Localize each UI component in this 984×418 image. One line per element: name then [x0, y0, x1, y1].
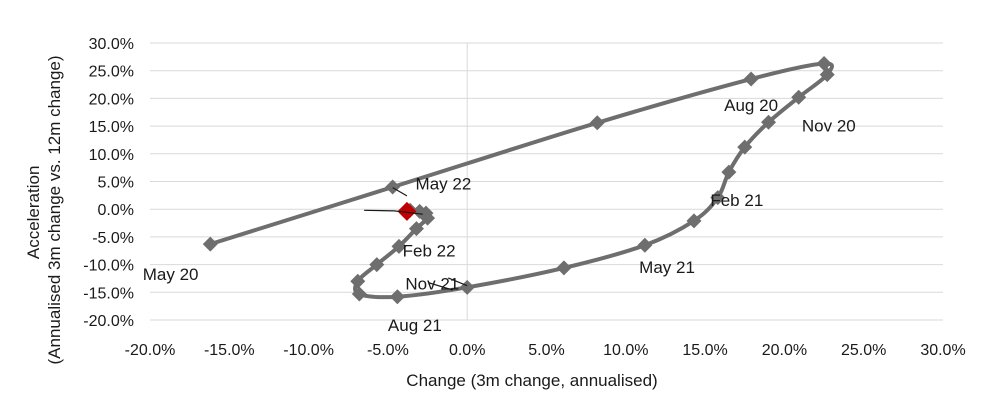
series-lines [209, 61, 834, 300]
data-point-marker [816, 55, 832, 71]
x-tick-label: 10.0% [603, 342, 648, 359]
y-tick-label: -5.0% [92, 230, 134, 247]
data-point-marker [556, 260, 572, 276]
x-axis-label: Change (3m change, annualised) [406, 371, 657, 390]
series-markers [202, 55, 835, 305]
data-point-marker [369, 257, 385, 273]
annotation-label: Feb 21 [710, 191, 763, 210]
y-tick-label: 5.0% [98, 175, 134, 192]
tick-labels: -20.0% -15.0% -10.0% -5.0% 0.0% 5.0% 10.0% 15.0… [83, 36, 965, 359]
y-tick-label: 10.0% [89, 147, 134, 164]
y-tick-label: 25.0% [89, 64, 134, 81]
annotation-leader-line [364, 209, 423, 215]
annotation-label: May 20 [143, 265, 199, 284]
y-tick-label: 15.0% [89, 119, 134, 136]
data-point-marker [791, 89, 807, 105]
y-tick-label: 20.0% [89, 91, 134, 108]
data-point-marker [589, 115, 605, 131]
data-point-marker [385, 179, 401, 195]
y-axis-label-line-1: Acceleration [24, 166, 43, 260]
series-line [209, 61, 834, 300]
annotation-leader-line [447, 277, 468, 287]
latest-point-marker [397, 201, 417, 221]
annotation-label: Aug 20 [724, 96, 778, 115]
x-tick-label: -10.0% [283, 342, 334, 359]
y-tick-label: 0.0% [98, 202, 134, 219]
y-tick-label: -15.0% [83, 285, 134, 302]
data-point-marker [710, 190, 726, 206]
x-tick-label: 15.0% [682, 342, 727, 359]
data-point-marker [351, 286, 367, 302]
x-tick-label: 30.0% [920, 342, 965, 359]
x-tick-label: 20.0% [762, 342, 807, 359]
y-tick-label: -20.0% [83, 313, 134, 330]
annotation-label: Aug 21 [388, 316, 442, 335]
x-tick-label: -15.0% [204, 342, 255, 359]
data-point-marker [637, 237, 653, 253]
y-axis-label: Acceleration (Annualised 3m change vs. 1… [24, 55, 64, 364]
x-tick-label: -5.0% [367, 342, 409, 359]
data-point-marker [412, 203, 428, 219]
annotation-label: Nov 20 [802, 117, 856, 136]
data-point-marker [686, 213, 702, 229]
data-point-marker [819, 67, 835, 83]
y-tick-label: -10.0% [83, 258, 134, 275]
annotation-label: May 21 [639, 258, 695, 277]
x-tick-label: -20.0% [125, 342, 176, 359]
annotation-label: Feb 22 [403, 241, 456, 260]
y-tick-label: 30.0% [89, 36, 134, 53]
annotation-leader-line [428, 282, 454, 291]
data-point-marker [721, 164, 737, 180]
data-point-marker [202, 236, 218, 252]
gridlines [150, 42, 943, 321]
x-tick-label: 0.0% [449, 342, 485, 359]
data-point-marker [743, 71, 759, 87]
data-point-marker [737, 139, 753, 155]
annotation-label: May 22 [416, 174, 472, 193]
x-tick-label: 25.0% [841, 342, 886, 359]
x-tick-label: 5.0% [528, 342, 564, 359]
data-point-marker [761, 114, 777, 130]
data-point-marker [389, 289, 405, 305]
data-point-marker [408, 221, 424, 237]
data-point-marker [391, 238, 407, 254]
annotation-leader-line [392, 187, 408, 197]
data-point-marker [350, 273, 366, 289]
y-axis-label-line-2: (Annualised 3m change vs. 12m change) [45, 55, 64, 364]
